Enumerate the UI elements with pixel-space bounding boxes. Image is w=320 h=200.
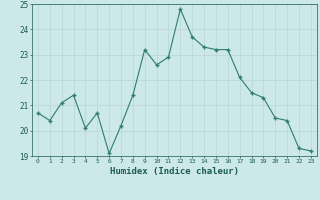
X-axis label: Humidex (Indice chaleur): Humidex (Indice chaleur) (110, 167, 239, 176)
